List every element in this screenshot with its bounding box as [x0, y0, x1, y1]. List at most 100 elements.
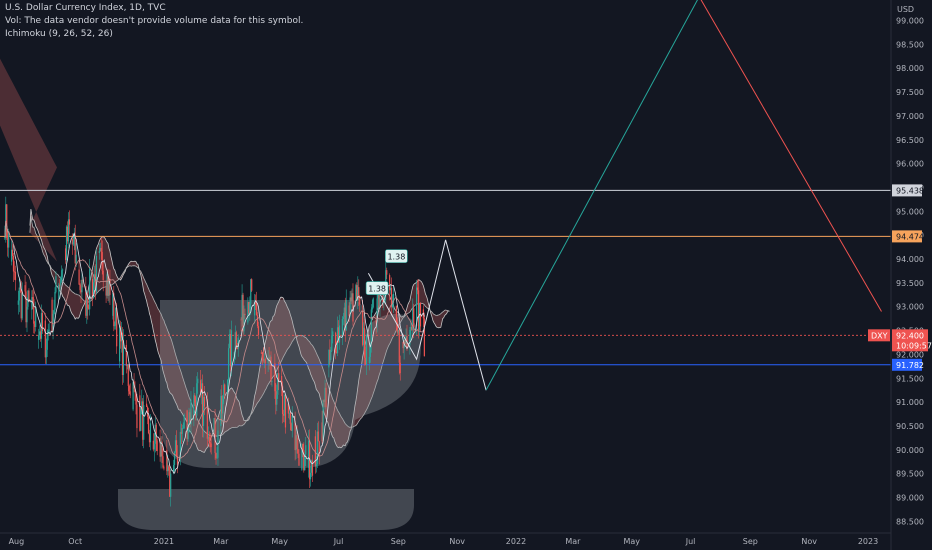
currency-label: USD: [897, 5, 914, 14]
candle-body: [305, 445, 307, 455]
candle-body: [224, 384, 226, 394]
projection-down-line[interactable]: [699, 0, 882, 312]
cup-and-handle-drawing: [118, 300, 421, 530]
candle-body: [8, 231, 10, 248]
candle-body: [389, 275, 391, 291]
price-tick: 99.000: [896, 17, 924, 26]
candle-body: [91, 279, 94, 298]
price-tick: 93.000: [896, 303, 924, 312]
ichimoku-lines: [4, 220, 425, 474]
candle-body: [120, 332, 123, 342]
candle-body: [309, 472, 312, 480]
candle-body: [216, 457, 218, 459]
candle-body: [68, 219, 71, 225]
ratio-label[interactable]: 1.38: [365, 281, 389, 295]
candle-body: [53, 310, 55, 314]
candle-body: [375, 320, 377, 323]
candle-body: [234, 332, 236, 353]
candle-body: [254, 302, 256, 316]
projection-lines: [367, 0, 882, 391]
candle-body: [369, 343, 371, 357]
candle-body: [260, 352, 262, 354]
ratio-label[interactable]: 1.38: [385, 249, 408, 263]
candle-body: [33, 298, 35, 324]
candle-body: [67, 219, 70, 242]
candle-body: [344, 307, 346, 331]
candle-body: [200, 380, 202, 393]
candle-body: [399, 362, 401, 374]
candle-body: [379, 297, 381, 308]
price-tick: 89.000: [896, 494, 924, 503]
candle-body: [126, 364, 128, 366]
candle-body: [55, 276, 57, 292]
candle-body: [296, 435, 298, 450]
candle-body: [179, 431, 181, 458]
candle-body: [186, 410, 188, 440]
candle-body: [392, 293, 395, 304]
candle-body: [64, 248, 67, 261]
level-price-tag-text: 94.474: [896, 232, 924, 241]
price-tick: 91.500: [896, 374, 924, 383]
candle-body: [39, 331, 42, 339]
candle-body: [321, 422, 323, 442]
price-tick: 90.000: [896, 446, 924, 455]
candle-body: [303, 450, 305, 471]
projection-zigzag[interactable]: [367, 239, 487, 391]
time-tick: Nov: [449, 537, 465, 546]
candle-body: [121, 332, 124, 375]
candle-body: [221, 395, 223, 414]
candle-body: [236, 347, 238, 349]
candle-body: [237, 337, 239, 349]
candle-body: [345, 299, 347, 331]
candle-body: [391, 303, 394, 308]
candle-body: [95, 255, 98, 292]
candle-body: [314, 436, 316, 467]
candle-body: [423, 318, 425, 357]
pattern-labels: 1.38 1.38: [365, 249, 408, 295]
time-tick: Jul: [333, 537, 344, 546]
time-tick: Jul: [685, 537, 696, 546]
candle-body: [409, 329, 411, 345]
candle-body: [35, 307, 37, 327]
level-price-tag: [892, 358, 922, 371]
candle-body: [284, 394, 287, 428]
candle-body: [210, 443, 212, 448]
candle-body: [295, 435, 297, 451]
candle-body: [66, 226, 69, 242]
price-tick: 93.500: [896, 279, 924, 288]
time-tick: Nov: [801, 537, 817, 546]
candle-body: [214, 418, 216, 454]
candle-body: [87, 299, 89, 309]
price-tick: 96.000: [896, 160, 924, 169]
candle-body: [34, 323, 36, 327]
candle-body: [402, 341, 404, 349]
candle-body: [291, 415, 293, 431]
candle-body: [281, 386, 284, 415]
candle-body: [250, 279, 252, 304]
candle-body: [217, 430, 219, 458]
candle-body: [10, 249, 13, 262]
bar-countdown: 10:09:57: [896, 341, 932, 350]
time-axis[interactable]: Aug Oct 2021 Mar May Jul Sep Nov 2022 Mar May Jul Se…: [9, 537, 879, 546]
candle-body: [337, 327, 340, 343]
price-axis[interactable]: USD 99.000 98.500 98.000 97.500 97.000 96.500 9…: [896, 5, 924, 526]
ratio-label-text: 1.38: [368, 285, 386, 294]
candle-body: [355, 285, 357, 301]
symbol-title[interactable]: U.S. Dollar Currency Index, 1D, TVC: [5, 3, 166, 13]
candle-body: [240, 319, 242, 321]
candle-body: [128, 385, 130, 392]
candle-body: [201, 383, 204, 427]
time-tick: 2021: [154, 537, 174, 546]
indicator-legend[interactable]: Ichimoku (9, 26, 52, 26): [5, 29, 113, 39]
candle-body: [206, 399, 208, 439]
price-tick: 88.500: [896, 517, 924, 526]
candle-body: [143, 405, 145, 440]
candle-body: [368, 356, 370, 364]
candle-body: [20, 289, 22, 319]
candle-body: [62, 269, 64, 271]
projection-up-line[interactable]: [485, 0, 699, 391]
candle-body: [159, 437, 161, 457]
candle-body: [44, 320, 46, 358]
